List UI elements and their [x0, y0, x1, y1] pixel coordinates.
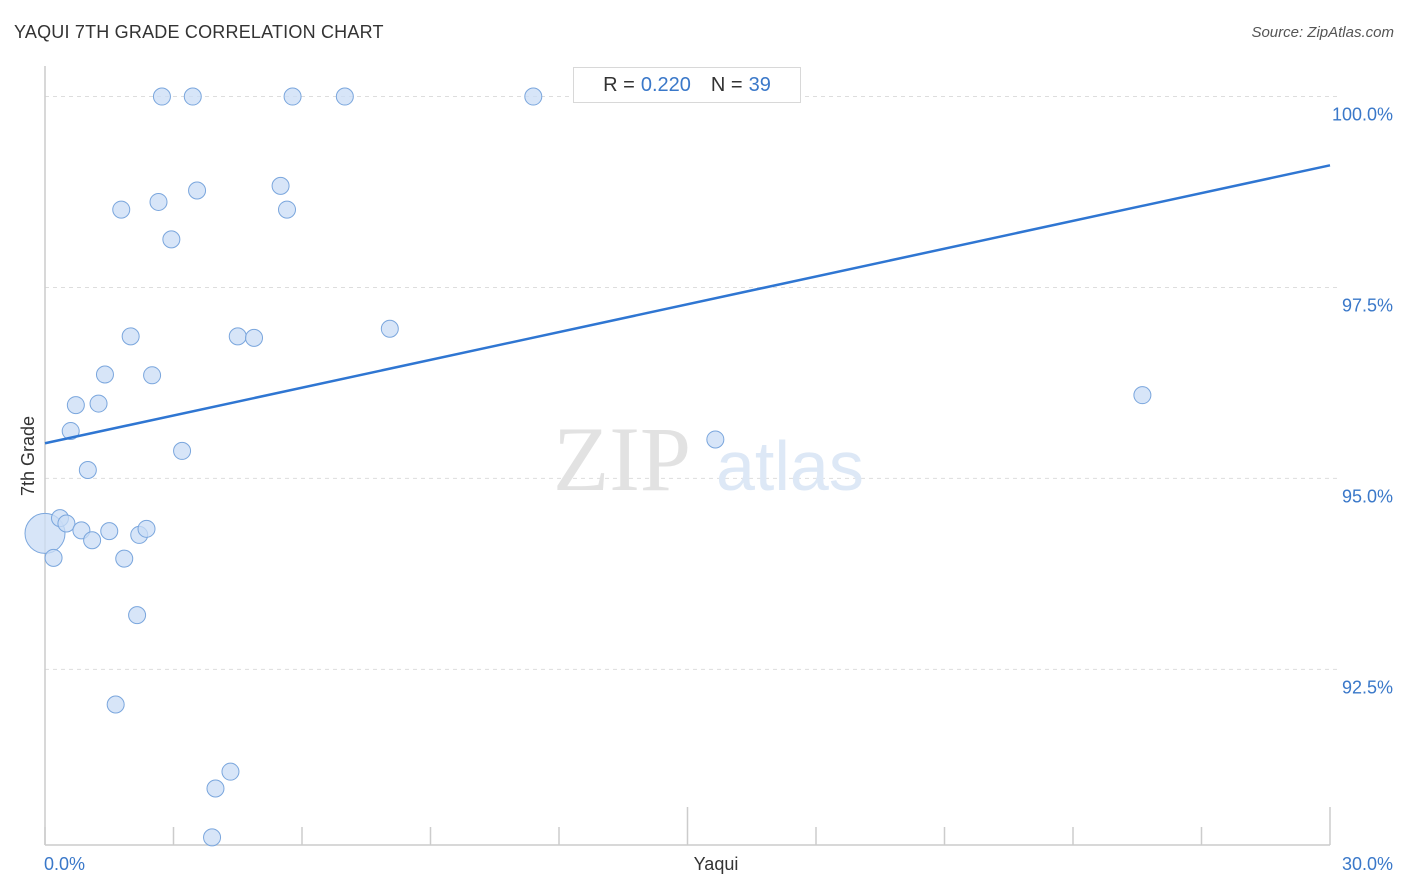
data-point: [106, 695, 125, 714]
axes: [44, 66, 1331, 846]
data-point: [152, 87, 171, 106]
data-point: [283, 87, 302, 106]
data-points: [24, 87, 1152, 847]
data-point: [245, 328, 264, 347]
data-point: [137, 519, 156, 538]
trend-line-group: [44, 164, 1331, 445]
n-value: 39: [748, 73, 771, 96]
data-point: [203, 828, 222, 847]
data-point: [271, 176, 290, 195]
data-point: [335, 87, 354, 106]
x-tick-label: 30.0%: [1342, 854, 1393, 874]
data-point: [115, 549, 134, 568]
data-point: [162, 230, 181, 249]
data-point: [524, 87, 543, 106]
correlation-stats-box: R = 0.220 N = 39: [573, 67, 801, 103]
y-tick-label: 97.5%: [1342, 295, 1393, 315]
data-point: [278, 200, 297, 219]
data-point: [149, 192, 168, 211]
data-point: [380, 319, 399, 338]
data-point: [89, 394, 108, 413]
data-point: [706, 430, 725, 449]
watermark-atlas: atlas: [716, 427, 864, 505]
data-point: [143, 366, 162, 385]
data-point: [188, 181, 207, 200]
data-point: [206, 779, 225, 798]
x-tick-label: 0.0%: [44, 854, 85, 874]
y-axis-title: 7th Grade: [18, 416, 38, 496]
data-point: [1133, 386, 1152, 405]
data-point: [66, 396, 85, 415]
r-value: 0.220: [640, 73, 691, 96]
chart-title: YAQUI 7TH GRADE CORRELATION CHART: [14, 22, 384, 42]
data-point: [173, 441, 192, 460]
data-point: [228, 327, 247, 346]
x-axis-title: Yaqui: [694, 854, 739, 874]
data-point: [61, 422, 80, 441]
data-point: [221, 762, 240, 781]
source-label: Source: ZipAtlas.com: [1251, 24, 1394, 41]
data-point: [100, 522, 119, 541]
axis-labels: 100.0% 97.5% 95.0% 92.5% 0.0% 30.0% Yaqui 7th G…: [18, 105, 1393, 874]
y-tick-label: 92.5%: [1342, 677, 1393, 697]
r-label: R =: [603, 73, 635, 96]
data-point: [44, 548, 63, 567]
data-point: [112, 200, 131, 219]
data-point: [78, 461, 97, 480]
y-tick-label: 100.0%: [1332, 105, 1393, 125]
trend-line: [44, 164, 1331, 445]
y-tick-label: 95.0%: [1342, 486, 1393, 506]
data-point: [83, 531, 102, 550]
data-point: [95, 365, 114, 384]
watermark: ZIP atlas: [553, 408, 864, 510]
data-point: [128, 606, 147, 625]
data-point: [121, 327, 140, 346]
watermark-zip: ZIP: [553, 408, 691, 510]
n-label: N =: [710, 73, 743, 96]
data-point: [183, 87, 202, 106]
data-point: [57, 514, 76, 533]
gridlines: [45, 96, 1340, 670]
